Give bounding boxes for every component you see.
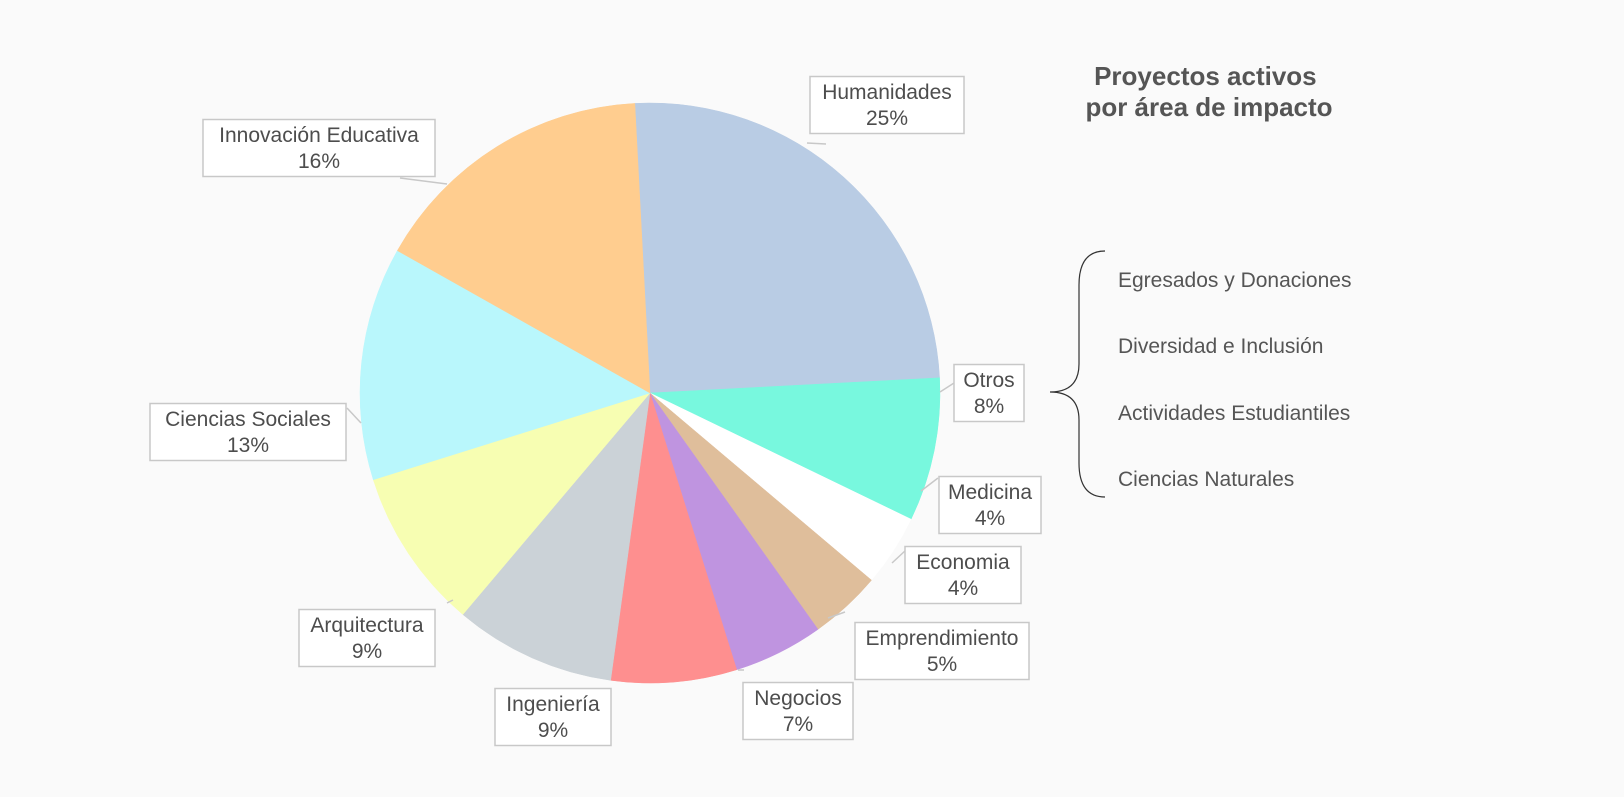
slice-label: Otros 8% bbox=[939, 363, 1025, 423]
slice-label: Innovación Educativa 16% bbox=[202, 118, 448, 185]
otros-breakdown-item: Egresados y Donaciones bbox=[1118, 269, 1351, 292]
pie-slices bbox=[359, 102, 941, 684]
pie-slice-negocios bbox=[610, 392, 738, 684]
pie-slice-otros bbox=[649, 377, 941, 520]
slice-label-percent: 5% bbox=[927, 653, 957, 676]
slice-label-name: Ciencias Sociales bbox=[165, 408, 331, 431]
otros-brace bbox=[1049, 250, 1106, 498]
label-leader-line bbox=[939, 382, 955, 393]
slice-label: Ingeniería 9% bbox=[494, 687, 612, 747]
slice-label: Emprendimiento 5% bbox=[827, 611, 1030, 681]
label-box bbox=[298, 608, 436, 668]
label-leader-line bbox=[446, 599, 454, 604]
pie-slice-humanidades bbox=[634, 102, 940, 394]
otros-breakdown-list: Egresados y Donaciones Diversidad e Incl… bbox=[1118, 269, 1351, 491]
otros-breakdown-item: Ciencias Naturales bbox=[1118, 468, 1294, 491]
label-box bbox=[938, 475, 1042, 535]
otros-breakdown-item: Diversidad e Inclusión bbox=[1118, 335, 1323, 358]
label-leader-line bbox=[827, 611, 846, 619]
label-leader-line bbox=[806, 142, 827, 145]
label-box bbox=[149, 402, 347, 462]
slice-label-name: Innovación Educativa bbox=[219, 124, 419, 147]
slice-label-percent: 9% bbox=[538, 719, 568, 742]
pie-slice-ciencias-sociales bbox=[359, 250, 651, 481]
pie-slice-innovaci-n-educativa bbox=[397, 103, 651, 394]
slice-label-percent: 16% bbox=[298, 150, 340, 173]
slice-label-name: Emprendimiento bbox=[866, 627, 1019, 650]
slice-label-percent: 4% bbox=[975, 507, 1005, 530]
slice-label: Humanidades 25% bbox=[806, 75, 965, 145]
slice-label: Negocios 7% bbox=[738, 669, 854, 741]
label-box bbox=[809, 75, 965, 135]
slice-label-name: Arquitectura bbox=[310, 614, 424, 637]
label-leader-line bbox=[399, 177, 448, 185]
slice-label-name: Medicina bbox=[948, 481, 1032, 504]
slice-label-name: Humanidades bbox=[822, 81, 952, 104]
slice-label-percent: 4% bbox=[948, 577, 978, 600]
slice-label-name: Otros bbox=[963, 369, 1014, 392]
label-box bbox=[494, 687, 612, 747]
label-box bbox=[742, 681, 854, 741]
label-leader-line bbox=[891, 549, 907, 564]
pie-slice-arquitectura bbox=[372, 392, 651, 615]
slice-label-percent: 9% bbox=[352, 640, 382, 663]
slice-label-percent: 25% bbox=[866, 107, 908, 130]
slice-label-name: Economia bbox=[916, 551, 1010, 574]
slice-label-percent: 13% bbox=[227, 434, 269, 457]
label-box bbox=[953, 363, 1025, 423]
pie-slice-ingenier-a bbox=[462, 392, 651, 681]
label-box bbox=[202, 118, 436, 178]
slice-label: Ciencias Sociales 13% bbox=[149, 402, 362, 462]
slice-label-percent: 8% bbox=[974, 395, 1004, 418]
label-leader-line bbox=[920, 477, 939, 492]
chart-title-line-1: Proyectos activos bbox=[1094, 61, 1317, 91]
otros-breakdown-item: Actividades Estudiantiles bbox=[1118, 402, 1350, 425]
slice-label: Arquitectura 9% bbox=[298, 599, 454, 668]
label-box bbox=[854, 621, 1030, 681]
slice-label: Economia 4% bbox=[891, 545, 1022, 605]
slice-labels: Humanidades 25% Otros 8% Medicina 4% Economia 4… bbox=[149, 75, 1042, 747]
label-leader-line bbox=[346, 407, 362, 424]
slice-label: Medicina 4% bbox=[920, 475, 1042, 535]
chart-title-line-2: por área de impacto bbox=[1085, 92, 1332, 122]
slice-label-name: Ingeniería bbox=[506, 693, 600, 716]
slice-label-percent: 7% bbox=[783, 713, 813, 736]
chart-title: Proyectos activos por área de impacto bbox=[1085, 61, 1332, 122]
label-box bbox=[904, 545, 1022, 605]
slice-label-name: Negocios bbox=[754, 687, 842, 710]
